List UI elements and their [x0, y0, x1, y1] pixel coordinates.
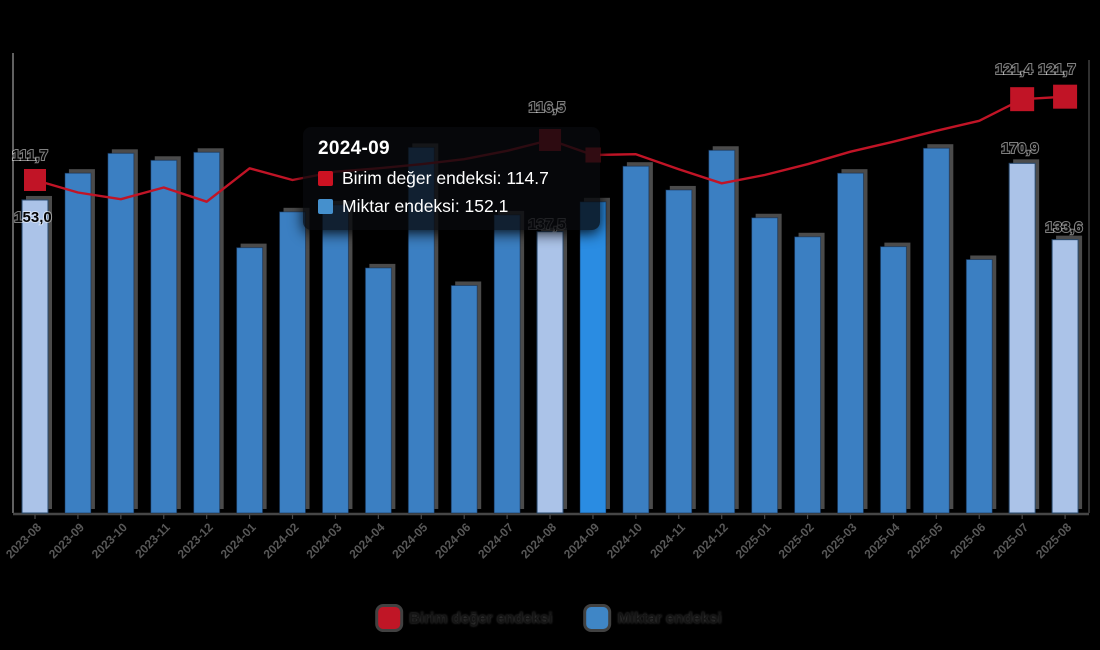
- x-label-2025-05: 2025-05: [904, 520, 945, 561]
- bar-2023-11[interactable]: [150, 159, 178, 514]
- bar-2024-09[interactable]: [579, 201, 607, 514]
- x-label-2024-01: 2024-01: [218, 520, 259, 561]
- tooltip-row-text: Birim değer endeksi: 114.7: [342, 168, 549, 188]
- bar-2025-03[interactable]: [836, 172, 864, 514]
- x-label-2023-11: 2023-11: [132, 520, 173, 561]
- x-label-2023-08: 2023-08: [3, 520, 44, 561]
- x-label-2024-07: 2024-07: [475, 520, 516, 561]
- x-label-2025-08: 2025-08: [1033, 520, 1074, 561]
- x-label-2025-03: 2025-03: [819, 520, 860, 561]
- bar-2023-12[interactable]: [193, 151, 221, 514]
- data-label-bar-2025-07: 170,9: [1001, 140, 1039, 157]
- bar-2024-11[interactable]: [665, 189, 693, 514]
- quantity-legend-swatch-icon: [586, 607, 609, 629]
- quantity-swatch-icon: [318, 199, 333, 214]
- tooltip-row-quantity: Miktar endeksi: 152.1: [318, 196, 586, 217]
- bar-2024-04[interactable]: [364, 267, 392, 514]
- legend: Birim değer endeksi Miktar endeksi: [378, 607, 722, 629]
- bar-2025-05[interactable]: [922, 147, 950, 514]
- bar-2025-02[interactable]: [794, 236, 822, 514]
- data-label-bar-2023-08: 153,0: [14, 209, 52, 226]
- bar-2025-08[interactable]: [1051, 239, 1079, 514]
- legend-item-quantity[interactable]: Miktar endeksi: [586, 607, 722, 629]
- tooltip-row-unit-value: Birim değer endeksi: 114.7: [318, 168, 586, 189]
- line-marker-2023-08[interactable]: [24, 168, 46, 191]
- legend-label: Birim değer endeksi: [409, 609, 553, 627]
- bar-2025-06[interactable]: [965, 259, 993, 514]
- x-label-2024-09: 2024-09: [561, 520, 602, 561]
- x-label-2024-10: 2024-10: [604, 520, 645, 561]
- data-label-line-2025-07: 121,4: [995, 61, 1033, 78]
- x-label-2024-04: 2024-04: [346, 520, 387, 561]
- tooltip-row-text: Miktar endeksi: 152.1: [342, 196, 509, 216]
- x-label-2025-02: 2025-02: [776, 520, 817, 561]
- x-label-2023-12: 2023-12: [175, 520, 216, 561]
- bar-2024-01[interactable]: [236, 247, 264, 514]
- bar-2024-06[interactable]: [450, 284, 478, 514]
- data-label-line-2025-08: 121,7: [1038, 61, 1076, 78]
- x-label-2025-04: 2025-04: [861, 520, 902, 561]
- bar-2023-09[interactable]: [64, 172, 92, 514]
- bar-2023-10[interactable]: [107, 152, 135, 514]
- bar-2025-07[interactable]: [1008, 162, 1036, 514]
- legend-label: Miktar endeksi: [617, 609, 722, 627]
- line-marker-2025-07[interactable]: [1010, 87, 1035, 112]
- bar-2024-03[interactable]: [321, 204, 349, 514]
- x-label-2025-07: 2025-07: [990, 520, 1031, 561]
- x-label-2024-12: 2024-12: [690, 520, 731, 561]
- x-label-2025-06: 2025-06: [947, 520, 988, 561]
- bar-2025-01[interactable]: [751, 217, 779, 514]
- bar-2023-08[interactable]: [21, 199, 49, 514]
- x-label-2024-05: 2024-05: [389, 520, 430, 561]
- tooltip-title: 2024-09: [318, 138, 390, 159]
- x-label-2024-11: 2024-11: [647, 520, 688, 561]
- x-label-2024-06: 2024-06: [432, 520, 473, 561]
- bar-2024-10[interactable]: [622, 165, 650, 514]
- x-label-2024-08: 2024-08: [518, 520, 559, 561]
- data-label-line-2024-08: 116,5: [529, 99, 566, 116]
- data-label-bar-2025-08: 133,6: [1045, 219, 1083, 236]
- bar-2024-02[interactable]: [279, 211, 307, 514]
- bar-2025-04[interactable]: [879, 246, 907, 514]
- x-label-2023-09: 2023-09: [46, 520, 87, 561]
- bar-2024-07[interactable]: [493, 214, 521, 514]
- x-label-2023-10: 2023-10: [89, 520, 130, 561]
- unit-value-legend-swatch-icon: [378, 607, 401, 629]
- bar-2024-12[interactable]: [708, 149, 736, 514]
- unit-value-swatch-icon: [318, 171, 333, 186]
- legend-item-unit-value[interactable]: Birim değer endeksi: [378, 607, 553, 629]
- x-label-2024-02: 2024-02: [261, 520, 302, 561]
- bar-2024-08[interactable]: [536, 231, 564, 514]
- line-marker-2025-08[interactable]: [1053, 84, 1078, 109]
- tooltip: 2024-09 Birim değer endeksi: 114.7 Mikta…: [303, 127, 600, 230]
- x-label-2025-01: 2025-01: [733, 520, 774, 561]
- x-label-2024-03: 2024-03: [304, 520, 345, 561]
- data-label-line-2023-08: 111,7: [12, 147, 48, 164]
